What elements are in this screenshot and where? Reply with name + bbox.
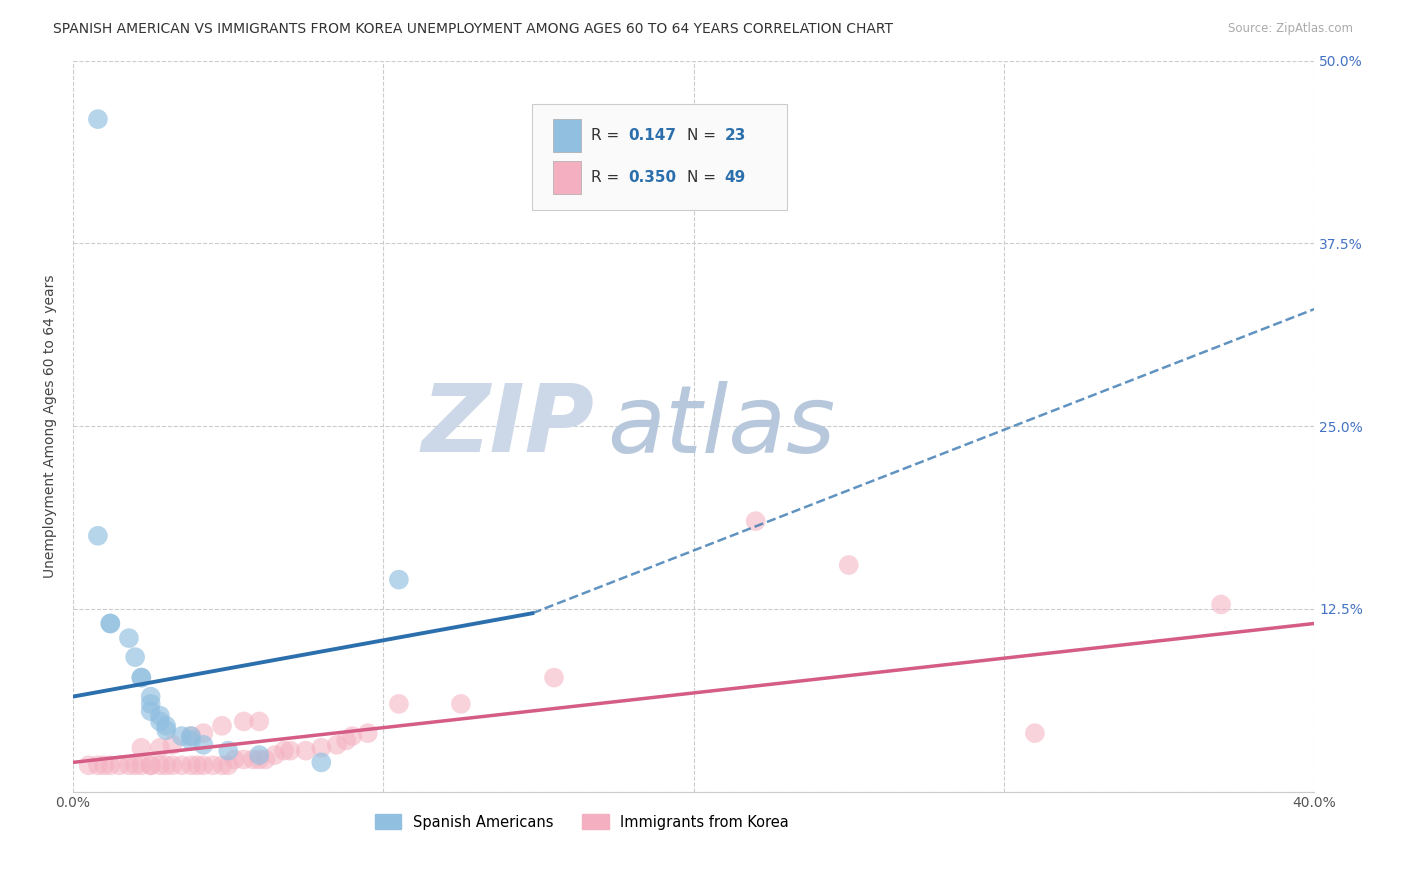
Point [131,671,153,685]
Point [326,738,349,752]
Text: Source: ZipAtlas.com: Source: ZipAtlas.com [1227,22,1353,36]
Text: 0.147: 0.147 [628,128,676,144]
Text: atlas: atlas [607,381,835,472]
Point [342,729,364,743]
Point [278,744,301,758]
Point [180,733,202,747]
FancyBboxPatch shape [554,161,581,194]
Point [335,733,357,747]
Point [139,758,162,772]
Point [170,758,193,772]
Point [273,744,295,758]
Point [155,723,177,738]
Point [155,758,177,772]
Point [149,708,172,723]
Point [139,697,162,711]
Point [131,758,153,772]
Point [263,747,285,762]
Text: R =: R = [591,128,624,144]
Text: 49: 49 [724,170,747,186]
Point [162,758,184,772]
Point [254,752,277,766]
Point [87,529,110,543]
Point [744,514,766,528]
Point [232,752,254,766]
Point [247,747,270,762]
Point [77,758,100,772]
Point [211,719,233,733]
Y-axis label: Unemployment Among Ages 60 to 64 years: Unemployment Among Ages 60 to 64 years [44,275,58,578]
Point [180,729,202,743]
Point [162,738,184,752]
Point [838,558,860,572]
Point [124,758,146,772]
Point [357,726,380,740]
Point [139,758,162,772]
Point [294,744,316,758]
Point [186,758,208,772]
Point [247,714,270,729]
Point [118,631,141,645]
Point [170,729,193,743]
Point [139,704,162,718]
FancyBboxPatch shape [533,104,787,211]
Text: R =: R = [591,170,624,186]
Text: 0.350: 0.350 [628,170,676,186]
Point [118,758,141,772]
Point [93,758,115,772]
Point [211,758,233,772]
Point [149,714,172,729]
Point [232,714,254,729]
FancyBboxPatch shape [554,120,581,153]
Point [87,758,110,772]
Point [543,671,565,685]
Point [149,740,172,755]
Point [1024,726,1046,740]
Point [131,740,153,755]
Point [87,112,110,127]
Point [193,726,215,740]
Point [193,738,215,752]
Point [98,616,121,631]
Point [201,758,224,772]
Point [247,752,270,766]
Point [193,758,215,772]
Text: SPANISH AMERICAN VS IMMIGRANTS FROM KOREA UNEMPLOYMENT AMONG AGES 60 TO 64 YEARS: SPANISH AMERICAN VS IMMIGRANTS FROM KORE… [53,22,893,37]
Point [108,758,131,772]
Point [388,573,411,587]
Point [217,744,239,758]
Legend: Spanish Americans, Immigrants from Korea: Spanish Americans, Immigrants from Korea [368,808,794,836]
Point [139,690,162,704]
Point [217,758,239,772]
Point [1209,598,1232,612]
Point [131,671,153,685]
Text: ZIP: ZIP [422,380,595,472]
Text: N =: N = [688,128,721,144]
Point [180,729,202,743]
Text: N =: N = [688,170,721,186]
Point [180,758,202,772]
Point [388,697,411,711]
Point [224,752,246,766]
Point [124,650,146,665]
Point [311,756,333,770]
Point [242,752,264,766]
Text: 23: 23 [724,128,747,144]
Point [98,616,121,631]
Point [311,740,333,755]
Point [98,758,121,772]
Point [155,719,177,733]
Point [450,697,472,711]
Point [149,758,172,772]
